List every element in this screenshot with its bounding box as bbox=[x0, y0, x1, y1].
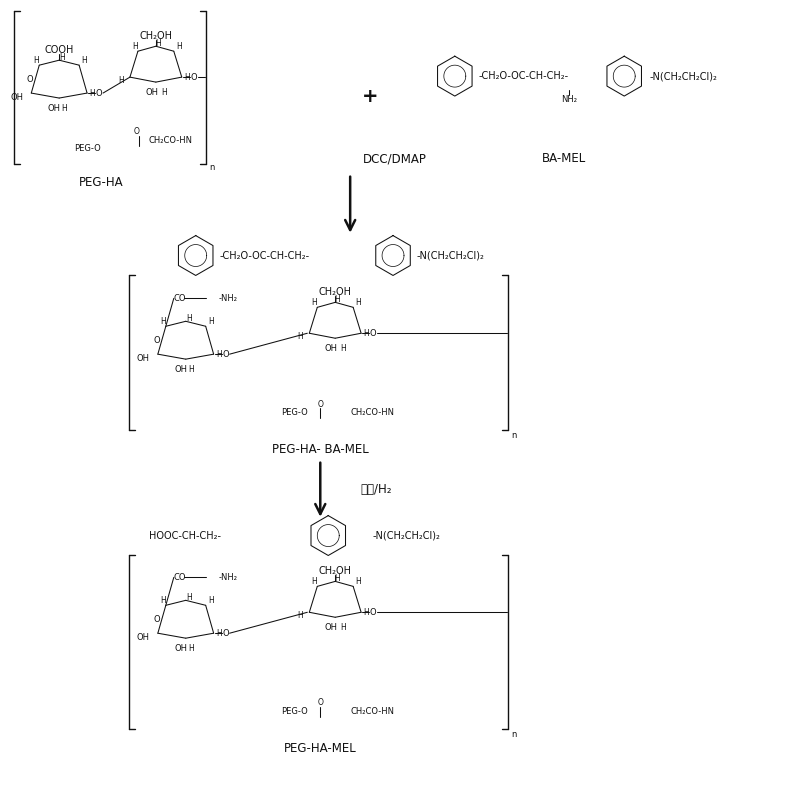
Text: PEG-O: PEG-O bbox=[74, 144, 101, 153]
Text: PEG-O: PEG-O bbox=[282, 408, 308, 417]
Text: H: H bbox=[216, 350, 222, 359]
Text: COOH: COOH bbox=[45, 45, 74, 55]
Text: O: O bbox=[96, 88, 102, 97]
Text: H: H bbox=[186, 593, 192, 602]
Text: O: O bbox=[134, 127, 140, 136]
Text: H: H bbox=[62, 104, 67, 113]
Text: -N(CH₂CH₂Cl)₂: -N(CH₂CH₂Cl)₂ bbox=[649, 71, 717, 81]
Text: CH₂CO-HN: CH₂CO-HN bbox=[350, 408, 394, 417]
Text: H: H bbox=[298, 611, 303, 620]
Text: H: H bbox=[59, 53, 65, 62]
Text: -N(CH₂CH₂Cl)₂: -N(CH₂CH₂Cl)₂ bbox=[372, 531, 440, 540]
Text: H: H bbox=[155, 39, 161, 48]
Text: -NH₂: -NH₂ bbox=[218, 294, 238, 303]
Text: H: H bbox=[132, 42, 138, 51]
Text: H: H bbox=[89, 88, 95, 97]
Text: H: H bbox=[334, 295, 340, 304]
Text: O: O bbox=[154, 615, 160, 624]
Text: -NH₂: -NH₂ bbox=[218, 573, 238, 582]
Text: H: H bbox=[340, 623, 346, 632]
Text: O: O bbox=[318, 698, 323, 707]
Text: -CH₂O-OC-CH-CH₂-: -CH₂O-OC-CH-CH₂- bbox=[478, 71, 569, 81]
Text: H: H bbox=[298, 332, 303, 341]
Text: O: O bbox=[190, 73, 197, 82]
Text: O: O bbox=[370, 608, 377, 616]
Text: CH₂CO-HN: CH₂CO-HN bbox=[350, 707, 394, 716]
Text: H: H bbox=[355, 298, 361, 307]
Text: H: H bbox=[160, 596, 166, 605]
Text: H: H bbox=[363, 608, 369, 616]
Text: H: H bbox=[186, 313, 192, 323]
Text: OH: OH bbox=[137, 354, 150, 363]
Text: CO: CO bbox=[174, 294, 186, 303]
Text: OH: OH bbox=[174, 644, 187, 653]
Text: PEG-HA: PEG-HA bbox=[78, 177, 123, 190]
Text: H: H bbox=[118, 75, 124, 84]
Text: O: O bbox=[318, 399, 323, 408]
Text: BA-MEL: BA-MEL bbox=[542, 152, 586, 165]
Text: H: H bbox=[184, 73, 190, 82]
Text: PEG-O: PEG-O bbox=[282, 707, 308, 716]
Text: H: H bbox=[188, 364, 194, 373]
Text: CH₂OH: CH₂OH bbox=[139, 32, 172, 41]
Text: PEG-HA-MEL: PEG-HA-MEL bbox=[284, 742, 357, 755]
Text: H: H bbox=[82, 56, 87, 65]
Text: H: H bbox=[208, 317, 214, 326]
Text: 钑碳/H₂: 钑碳/H₂ bbox=[360, 484, 392, 497]
Text: n: n bbox=[512, 432, 517, 441]
Text: H: H bbox=[311, 577, 317, 586]
Text: CH₂OH: CH₂OH bbox=[318, 288, 352, 297]
Text: OH: OH bbox=[174, 364, 187, 373]
Text: OH: OH bbox=[10, 92, 23, 101]
Text: H: H bbox=[188, 644, 194, 653]
Text: n: n bbox=[210, 164, 215, 173]
Text: PEG-HA- BA-MEL: PEG-HA- BA-MEL bbox=[272, 443, 369, 456]
Text: O: O bbox=[222, 350, 229, 359]
Text: n: n bbox=[512, 731, 517, 740]
Text: OH: OH bbox=[137, 633, 150, 642]
Text: CO: CO bbox=[174, 573, 186, 582]
Text: NH₂: NH₂ bbox=[562, 95, 578, 104]
Text: O: O bbox=[27, 75, 34, 83]
Text: HOOC-CH-CH₂-: HOOC-CH-CH₂- bbox=[149, 531, 221, 540]
Text: DCC/DMAP: DCC/DMAP bbox=[363, 152, 427, 165]
Text: H: H bbox=[311, 298, 317, 307]
Text: H: H bbox=[363, 329, 369, 338]
Text: +: + bbox=[362, 87, 378, 105]
Text: -CH₂O-OC-CH-CH₂-: -CH₂O-OC-CH-CH₂- bbox=[220, 250, 310, 261]
Text: -N(CH₂CH₂Cl)₂: -N(CH₂CH₂Cl)₂ bbox=[417, 250, 485, 261]
Text: OH: OH bbox=[325, 343, 338, 352]
Text: O: O bbox=[154, 335, 160, 345]
Text: O: O bbox=[222, 629, 229, 637]
Text: H: H bbox=[334, 574, 340, 583]
Text: H: H bbox=[34, 56, 39, 65]
Text: H: H bbox=[216, 629, 222, 637]
Text: O: O bbox=[370, 329, 377, 338]
Text: CH₂OH: CH₂OH bbox=[318, 566, 352, 577]
Text: OH: OH bbox=[146, 87, 158, 96]
Text: H: H bbox=[340, 343, 346, 352]
Text: H: H bbox=[355, 577, 361, 586]
Text: H: H bbox=[161, 87, 166, 96]
Text: H: H bbox=[208, 596, 214, 605]
Text: OH: OH bbox=[325, 623, 338, 632]
Text: H: H bbox=[176, 42, 182, 51]
Text: OH: OH bbox=[48, 104, 61, 113]
Text: H: H bbox=[160, 317, 166, 326]
Text: CH₂CO-HN: CH₂CO-HN bbox=[149, 136, 193, 146]
